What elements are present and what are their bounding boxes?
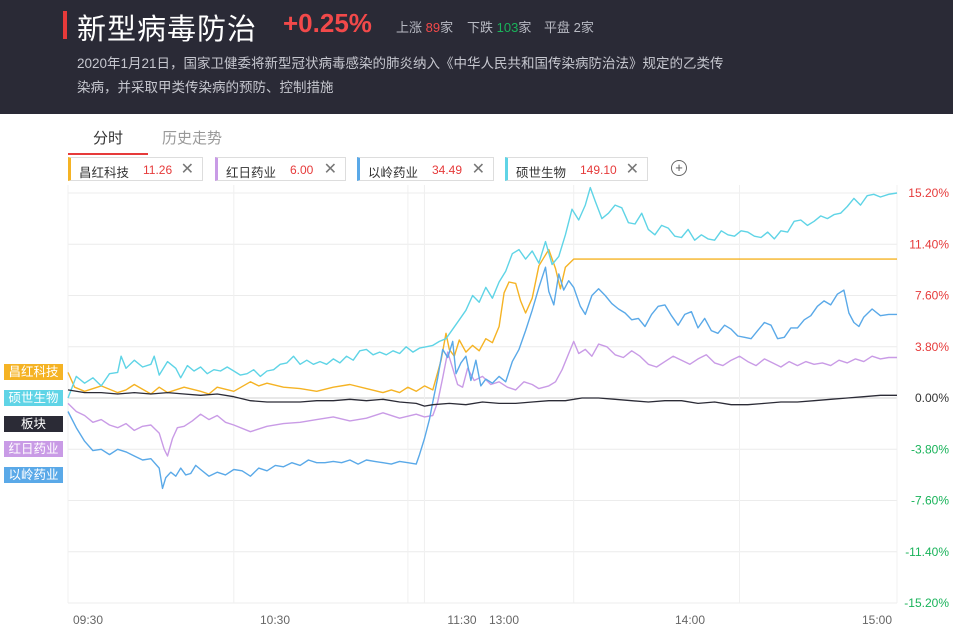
- x-tick-label: 13:00: [489, 613, 519, 627]
- title-accent-bar: [63, 11, 67, 39]
- x-tick-label: 11:30: [447, 613, 476, 627]
- y-tick-label: 0.00%: [915, 391, 949, 405]
- series-line-2: [67, 266, 897, 490]
- y-tick-label: -7.60%: [911, 494, 949, 508]
- y-tick-label: 11.40%: [909, 237, 949, 251]
- tab-history[interactable]: 历史走势: [162, 130, 223, 147]
- active-tab-indicator: [68, 153, 148, 155]
- series-line-4: [67, 389, 897, 407]
- close-icon[interactable]: ✕: [625, 161, 639, 178]
- y-tick-label: 7.60%: [915, 289, 949, 303]
- series-tag: 昌红科技: [4, 364, 63, 381]
- stock-chip-yiling[interactable]: 以岭药业 34.49 ✕: [357, 157, 494, 181]
- series-line-0: [67, 248, 897, 395]
- board-header: 新型病毒防治 +0.25% 上涨 89家 下跌 103家 平盘 2家 2020年…: [0, 0, 953, 114]
- y-tick-label: -11.40%: [905, 545, 949, 559]
- series-tag: 红日药业: [4, 441, 63, 458]
- up-count-stat: 上涨 89家: [396, 20, 454, 35]
- y-tick-label: 3.80%: [915, 340, 949, 354]
- x-tick-label: 09:30: [73, 613, 103, 627]
- tab-intraday[interactable]: 分时: [93, 130, 124, 147]
- stock-chip-shuoshi[interactable]: 硕世生物 149.10 ✕: [505, 157, 648, 181]
- series-tag: 板块: [4, 415, 63, 432]
- close-icon[interactable]: ✕: [471, 161, 485, 178]
- series-line-3: [67, 186, 898, 399]
- y-tick-label: 15.20%: [908, 186, 949, 200]
- series-line-1: [67, 340, 897, 457]
- plus-circle-icon[interactable]: +: [671, 160, 687, 176]
- stock-chip-changhong[interactable]: 昌红科技 11.26 ✕: [68, 157, 203, 181]
- down-count-stat: 下跌 103家: [467, 20, 532, 35]
- series-tag: 硕世生物: [4, 390, 63, 406]
- board-change: +0.25%: [283, 8, 372, 38]
- stock-chip-hongri[interactable]: 红日药业 6.00 ✕: [215, 157, 346, 181]
- x-tick-label: 10:30: [260, 613, 290, 627]
- board-title: 新型病毒防治: [77, 14, 258, 46]
- close-icon[interactable]: ✕: [323, 161, 337, 178]
- close-icon[interactable]: ✕: [180, 161, 194, 178]
- y-tick-label: -15.20%: [904, 596, 949, 610]
- x-tick-label: 15:00: [862, 613, 892, 627]
- board-description: 2020年1月21日，国家卫健委将新型冠状病毒感染的肺炎纳入《中华人民共和国传染…: [77, 56, 724, 95]
- series-tag: 以岭药业: [4, 466, 63, 483]
- x-tick-label: 14:00: [675, 613, 705, 627]
- flat-count-stat: 平盘 2家: [544, 20, 594, 35]
- y-tick-label: -3.80%: [911, 442, 949, 456]
